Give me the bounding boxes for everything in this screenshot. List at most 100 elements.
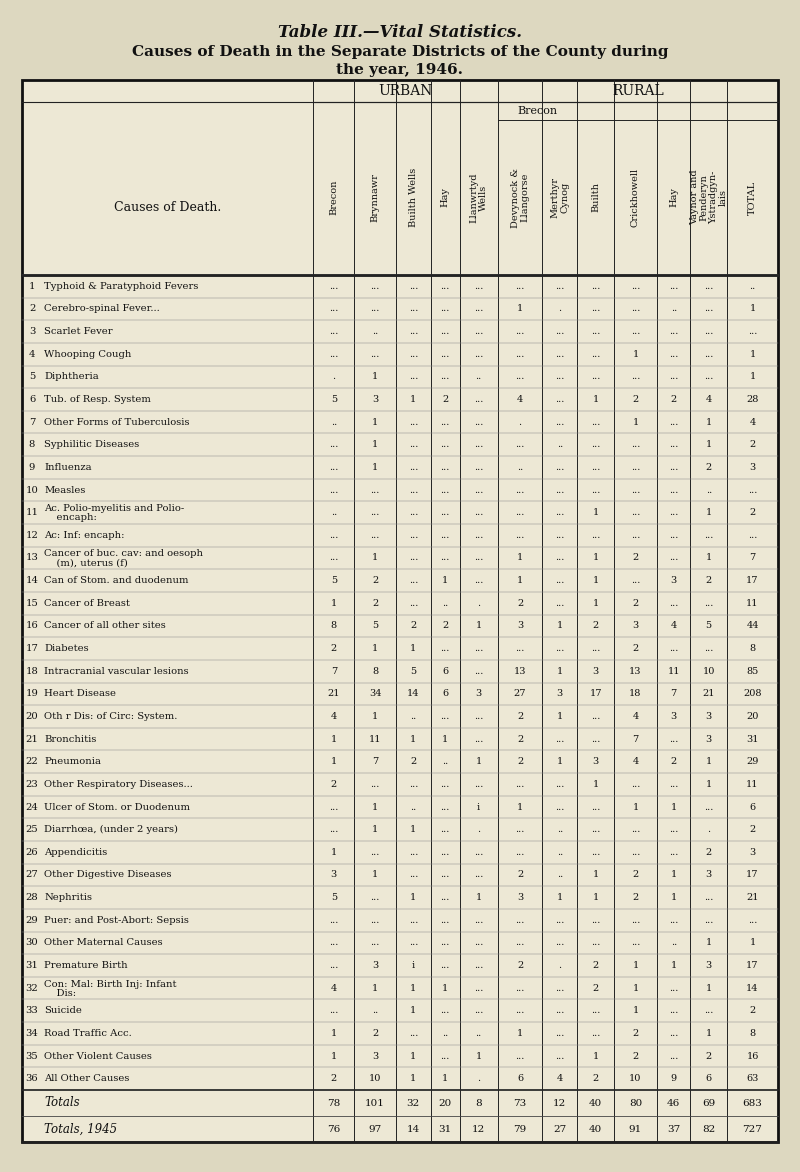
Text: ...: ... bbox=[370, 485, 380, 495]
Text: ...: ... bbox=[370, 847, 380, 857]
Text: 14: 14 bbox=[746, 983, 758, 993]
Text: the year, 1946.: the year, 1946. bbox=[337, 63, 463, 77]
Text: 7: 7 bbox=[632, 735, 638, 743]
Text: 1: 1 bbox=[475, 893, 482, 902]
Text: 4: 4 bbox=[750, 417, 756, 427]
Text: ...: ... bbox=[515, 915, 525, 925]
Text: TOTAL: TOTAL bbox=[748, 180, 757, 214]
Text: 3: 3 bbox=[750, 463, 756, 472]
Text: i: i bbox=[412, 961, 415, 970]
Text: 11: 11 bbox=[746, 779, 758, 789]
Text: Causes of Death in the Separate Districts of the County during: Causes of Death in the Separate District… bbox=[132, 45, 668, 59]
Text: ...: ... bbox=[441, 825, 450, 834]
Text: 44: 44 bbox=[746, 621, 758, 631]
Text: 1: 1 bbox=[557, 757, 563, 766]
Text: ...: ... bbox=[409, 915, 418, 925]
Text: ...: ... bbox=[329, 825, 338, 834]
Text: 32: 32 bbox=[406, 1098, 420, 1108]
Text: ..: .. bbox=[670, 939, 677, 947]
Text: ...: ... bbox=[441, 847, 450, 857]
Text: ...: ... bbox=[669, 599, 678, 608]
Text: ...: ... bbox=[591, 281, 600, 291]
Text: 27: 27 bbox=[554, 1124, 566, 1133]
Text: ...: ... bbox=[555, 395, 565, 404]
Text: Diarrhœa, (under 2 years): Diarrhœa, (under 2 years) bbox=[44, 825, 178, 834]
Text: 1: 1 bbox=[410, 735, 417, 743]
Text: 17: 17 bbox=[26, 645, 38, 653]
Text: 1: 1 bbox=[330, 757, 337, 766]
Text: ...: ... bbox=[474, 871, 483, 879]
Text: ...: ... bbox=[441, 893, 450, 902]
Text: 7: 7 bbox=[372, 757, 378, 766]
Text: ...: ... bbox=[704, 915, 714, 925]
Text: Hay: Hay bbox=[441, 188, 450, 207]
Text: 1: 1 bbox=[410, 1051, 417, 1061]
Text: 24: 24 bbox=[26, 803, 38, 811]
Text: ...: ... bbox=[669, 1029, 678, 1038]
Text: ...: ... bbox=[631, 305, 640, 313]
Text: 33: 33 bbox=[26, 1007, 38, 1015]
Text: 2: 2 bbox=[517, 599, 523, 608]
Text: 1: 1 bbox=[593, 395, 599, 404]
Text: 1: 1 bbox=[330, 1029, 337, 1038]
Text: ...: ... bbox=[474, 939, 483, 947]
Text: ...: ... bbox=[441, 779, 450, 789]
Text: ...: ... bbox=[669, 1007, 678, 1015]
Text: ...: ... bbox=[669, 847, 678, 857]
Text: 1: 1 bbox=[706, 779, 712, 789]
Text: 1: 1 bbox=[632, 803, 638, 811]
Text: ...: ... bbox=[409, 871, 418, 879]
Text: 34: 34 bbox=[369, 689, 382, 699]
Text: ...: ... bbox=[555, 349, 565, 359]
Text: ...: ... bbox=[515, 485, 525, 495]
Text: ...: ... bbox=[441, 327, 450, 336]
Text: ...: ... bbox=[370, 939, 380, 947]
Text: 3: 3 bbox=[706, 871, 712, 879]
Text: ...: ... bbox=[441, 531, 450, 540]
Text: Premature Birth: Premature Birth bbox=[44, 961, 128, 970]
Text: ...: ... bbox=[631, 373, 640, 381]
Text: 1: 1 bbox=[410, 893, 417, 902]
Text: ...: ... bbox=[409, 577, 418, 585]
Text: 5: 5 bbox=[372, 621, 378, 631]
Text: i: i bbox=[477, 803, 480, 811]
Text: 13: 13 bbox=[514, 667, 526, 676]
Text: 16: 16 bbox=[746, 1051, 758, 1061]
Text: 2: 2 bbox=[517, 757, 523, 766]
Text: 29: 29 bbox=[746, 757, 758, 766]
Text: ...: ... bbox=[591, 939, 600, 947]
Text: ...: ... bbox=[474, 281, 483, 291]
Text: 2: 2 bbox=[410, 621, 417, 631]
Text: Bronchitis: Bronchitis bbox=[44, 735, 96, 743]
Text: 17: 17 bbox=[746, 871, 758, 879]
Text: ...: ... bbox=[591, 847, 600, 857]
Text: ...: ... bbox=[329, 531, 338, 540]
Text: ...: ... bbox=[704, 327, 714, 336]
Text: ...: ... bbox=[748, 485, 758, 495]
Text: 29: 29 bbox=[26, 915, 38, 925]
Text: Cancer of all other sites: Cancer of all other sites bbox=[44, 621, 166, 631]
Text: 6: 6 bbox=[517, 1075, 523, 1083]
Text: 31: 31 bbox=[746, 735, 758, 743]
Text: Crickhowell: Crickhowell bbox=[631, 168, 640, 227]
Text: ...: ... bbox=[631, 847, 640, 857]
Text: 3: 3 bbox=[670, 711, 677, 721]
Text: .: . bbox=[558, 961, 562, 970]
Text: Cancer of Breast: Cancer of Breast bbox=[44, 599, 130, 608]
Text: 21: 21 bbox=[327, 689, 340, 699]
Text: 12: 12 bbox=[472, 1124, 486, 1133]
Text: ...: ... bbox=[704, 373, 714, 381]
Text: ...: ... bbox=[591, 1029, 600, 1038]
Text: Brynnawr: Brynnawr bbox=[370, 173, 380, 222]
Text: 1: 1 bbox=[372, 711, 378, 721]
Text: 1: 1 bbox=[517, 553, 523, 563]
Text: 3: 3 bbox=[330, 871, 337, 879]
Text: .: . bbox=[477, 1075, 480, 1083]
Text: 1: 1 bbox=[632, 1007, 638, 1015]
Text: 3: 3 bbox=[372, 961, 378, 970]
Text: ..: .. bbox=[330, 417, 337, 427]
Text: 1: 1 bbox=[593, 1051, 599, 1061]
Text: 20: 20 bbox=[26, 711, 38, 721]
Text: 7: 7 bbox=[330, 667, 337, 676]
Text: Cancer of buc. cav: and oesoph: Cancer of buc. cav: and oesoph bbox=[44, 550, 203, 558]
